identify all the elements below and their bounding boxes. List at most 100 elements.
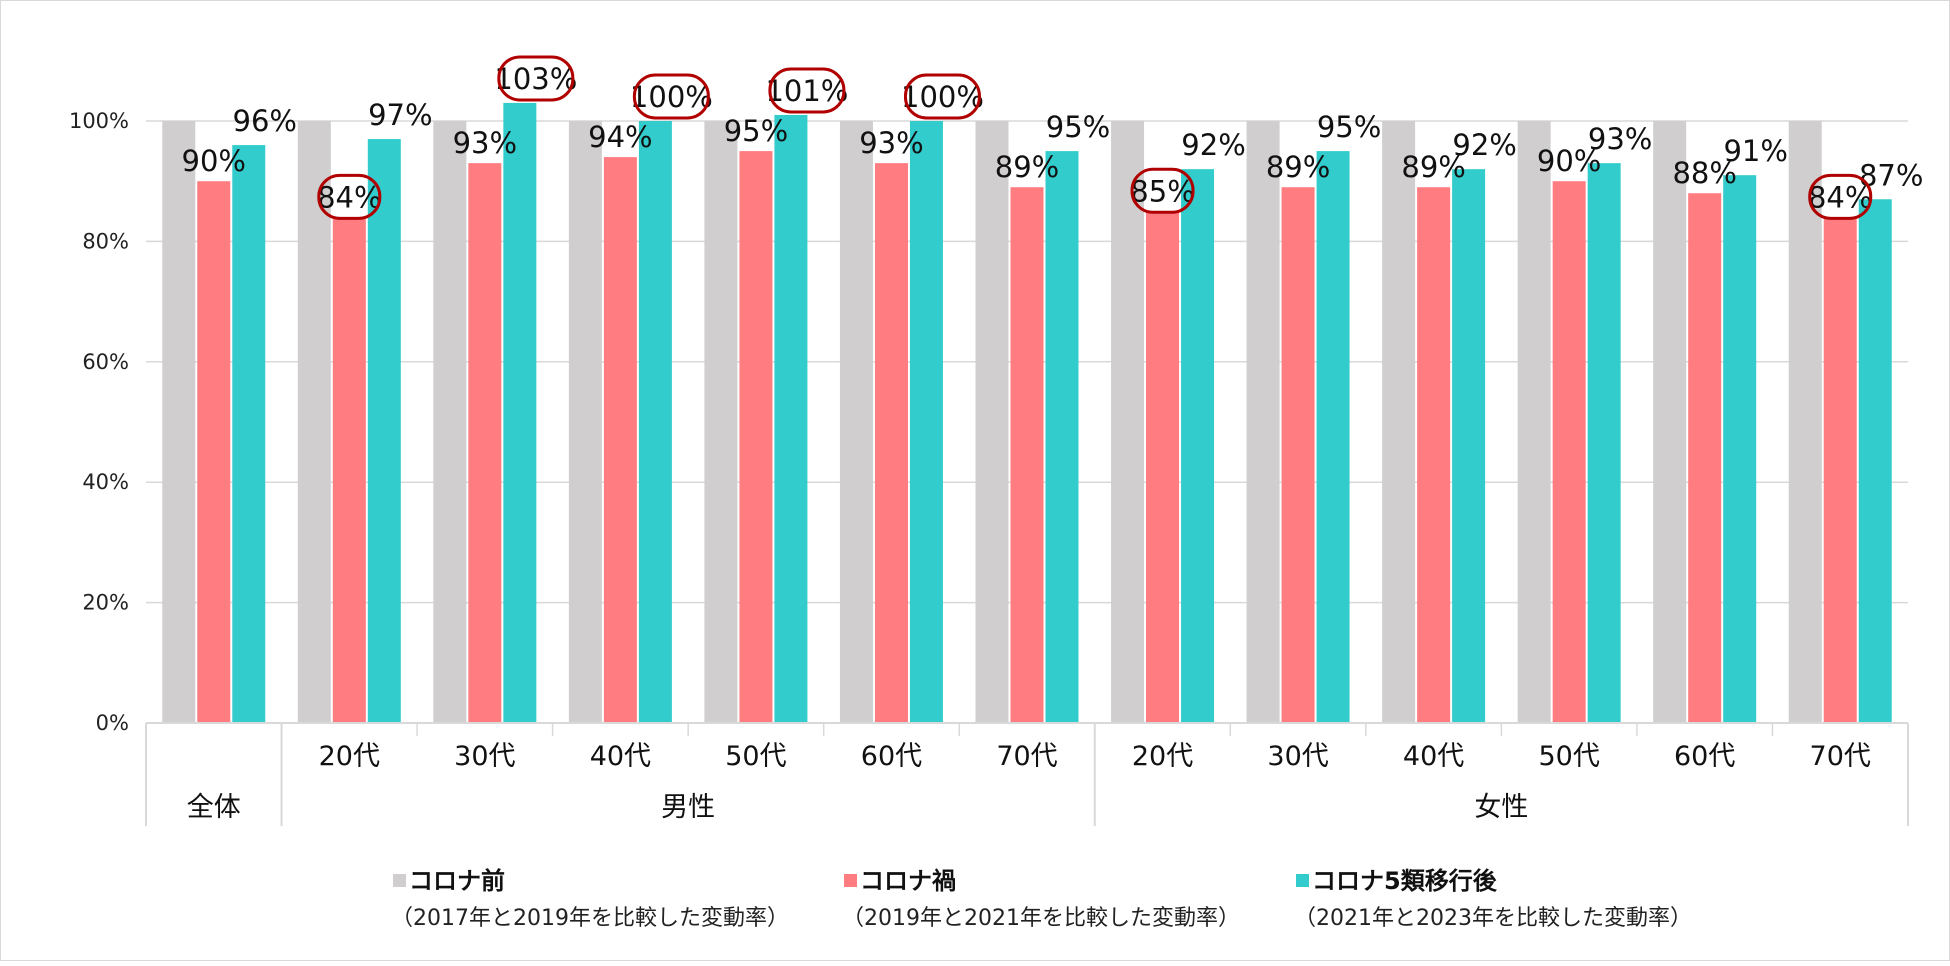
bar-post: [1723, 175, 1757, 723]
highlight-ellipse: [903, 73, 981, 120]
legend-swatch: [844, 874, 857, 887]
bar-pre: [433, 121, 467, 723]
data-label: 96%: [233, 104, 297, 138]
category-label: 50代: [1538, 741, 1599, 772]
data-label: 100%: [630, 80, 713, 114]
category-label: 50代: [725, 741, 786, 772]
legend-title: コロナ禍: [860, 867, 956, 895]
bar-pre: [1517, 121, 1551, 723]
data-label: 95%: [724, 114, 788, 148]
group-label: 男性: [661, 792, 715, 823]
data-label: 93%: [859, 126, 923, 160]
bar-during: [739, 151, 773, 724]
bar-pre: [568, 121, 602, 723]
category-label: 60代: [861, 741, 922, 772]
bar-post: [1587, 163, 1621, 723]
bar-during: [332, 217, 366, 723]
bar-during: [1146, 211, 1180, 724]
data-label: 95%: [1046, 110, 1110, 144]
category-label: 20代: [1132, 741, 1193, 772]
bar-pre: [1653, 121, 1687, 723]
highlight-ellipse: [1130, 167, 1195, 214]
y-tick-label: 40%: [82, 470, 129, 494]
y-tick-label: 20%: [82, 591, 129, 615]
legend-title: コロナ5類移行後: [1312, 867, 1498, 895]
bar-during: [874, 163, 908, 723]
bar-post: [1045, 151, 1079, 724]
bar-post: [367, 139, 401, 723]
category-label: 30代: [454, 741, 515, 772]
data-label: 89%: [1266, 150, 1330, 184]
bar-post: [503, 102, 537, 723]
highlight-ellipse: [497, 55, 575, 102]
category-label: 20代: [319, 741, 380, 772]
bar-post: [638, 121, 672, 723]
bar-pre: [162, 121, 196, 723]
highlight-marks: [317, 55, 1873, 220]
data-label: 103%: [494, 62, 577, 96]
bar-during: [1281, 187, 1315, 724]
bar-post: [909, 121, 943, 723]
bar-pre: [1111, 121, 1145, 723]
bar-during: [1688, 193, 1722, 724]
legend-swatch: [393, 874, 406, 887]
bar-during: [1823, 217, 1857, 723]
bar-pre: [704, 121, 738, 723]
bar-during: [197, 181, 231, 723]
bars: [162, 102, 1892, 724]
bar-pre: [975, 121, 1009, 723]
bar-during: [1552, 181, 1586, 723]
group-label: 全体: [187, 792, 241, 823]
data-label: 94%: [588, 120, 652, 154]
axes: 全体 男性 女性 20代 30代 40代 50代 60代 70代 20代 30代 40代 50代 60代 7…: [145, 722, 1909, 826]
data-label: 85%: [1130, 174, 1194, 208]
legend-description: （2021年と2023年を比較した変動率）: [1294, 906, 1692, 931]
data-label: 84%: [1808, 180, 1872, 214]
data-label: 89%: [1401, 150, 1465, 184]
bar-pre: [297, 121, 331, 723]
category-label: 30代: [1267, 741, 1328, 772]
data-label: 97%: [368, 98, 432, 132]
category-label: 40代: [590, 741, 651, 772]
bar-post: [1316, 151, 1350, 724]
legend: コロナ前 （2017年と2019年を比較した変動率） コロナ禍 （2019年と2021…: [391, 867, 1692, 931]
bar-during: [1417, 187, 1451, 724]
data-label: 92%: [1452, 128, 1516, 162]
data-label: 90%: [1537, 144, 1601, 178]
data-label: 100%: [901, 80, 984, 114]
y-tick-label: 0%: [96, 711, 129, 735]
bar-pre: [1788, 121, 1822, 723]
category-label: 70代: [996, 741, 1057, 772]
data-label: 90%: [182, 144, 246, 178]
bar-post: [1181, 169, 1215, 723]
bar-pre: [1246, 121, 1280, 723]
highlight-ellipse: [632, 73, 710, 120]
highlight-ellipse: [317, 173, 382, 220]
bar-post: [1858, 199, 1892, 723]
data-labels: 90% 84% 93% 94% 95% 93% 89% 85% 89% 89% 90% 88% 84% 9…: [182, 62, 1924, 214]
data-label: 93%: [1588, 122, 1652, 156]
bar-post: [1452, 169, 1486, 723]
bar-post: [774, 114, 808, 724]
bar-pre: [1382, 121, 1416, 723]
legend-description: （2017年と2019年を比較した変動率）: [391, 906, 789, 931]
data-label: 101%: [765, 74, 848, 108]
category-label: 60代: [1674, 741, 1735, 772]
bar-pre: [839, 121, 873, 723]
bar-during: [1010, 187, 1044, 724]
data-label: 93%: [453, 126, 517, 160]
highlight-ellipse: [768, 67, 846, 114]
data-label: 89%: [995, 150, 1059, 184]
highlight-ellipse: [1808, 173, 1873, 220]
legend-title: コロナ前: [409, 867, 505, 895]
group-label: 女性: [1474, 792, 1528, 823]
legend-description: （2019年と2021年を比較した変動率）: [842, 906, 1240, 931]
bar-during: [603, 157, 637, 723]
category-label: 70代: [1810, 741, 1871, 772]
y-tick-label: 100%: [69, 109, 129, 133]
data-label: 84%: [317, 180, 381, 214]
bar-post: [232, 145, 266, 723]
legend-swatch: [1296, 874, 1309, 887]
